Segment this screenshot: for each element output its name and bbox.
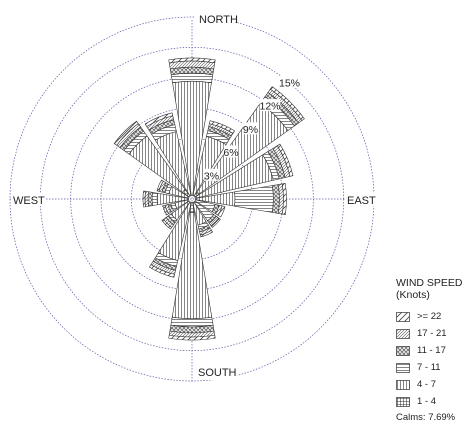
ring-label-bg-5 — [279, 75, 300, 88]
petal-180-class-4 — [170, 316, 214, 328]
petal-247.5-class-1 — [162, 204, 169, 216]
south-label: SOUTH — [198, 367, 237, 379]
legend-label-3: 11 - 17 — [417, 345, 446, 356]
legend-item-3: 11 - 17 — [396, 343, 463, 358]
legend-swatch-3 — [396, 345, 410, 356]
legend-item-5: 4 - 7 — [396, 377, 463, 392]
petal-67.5-class-1 — [276, 143, 294, 177]
petal-112.5-class-1 — [217, 205, 226, 218]
legend: WIND SPEED (Knots) >= 22 17 - 21 11 - 17 7 … — [396, 277, 463, 423]
legend-label-1: >= 22 — [417, 311, 442, 322]
ring-label-bg-1 — [204, 168, 219, 181]
petal-292.5-class-1 — [156, 179, 164, 192]
petal-0-class-4 — [170, 72, 214, 84]
petal-202.5-class-1 — [148, 264, 175, 278]
legend-swatch-1 — [396, 311, 410, 322]
south-label-bg — [195, 365, 237, 380]
legend-swatch-4 — [396, 362, 410, 373]
petal-90-class-1 — [281, 183, 287, 215]
petal-90-class-4 — [234, 185, 274, 213]
ring-label-4: 12% — [259, 101, 280, 113]
legend-title-line2: (Knots) — [396, 289, 430, 301]
calms-label: Calms: 7.69% — [396, 412, 456, 423]
legend-rows: >= 22 17 - 21 11 - 17 7 - 11 4 - 7 1 - 4 — [396, 309, 463, 409]
petal-0-class-1 — [168, 57, 216, 64]
legend-swatch-2 — [396, 328, 410, 339]
legend-swatch-5 — [396, 379, 410, 390]
legend-item-2: 17 - 21 — [396, 326, 463, 341]
petal-270-class-1 — [142, 190, 146, 208]
petal-270-class-4 — [151, 192, 158, 206]
legend-label-6: 1 - 4 — [417, 396, 437, 407]
west-label-bg — [11, 193, 45, 206]
ring-label-bg-3 — [243, 122, 258, 135]
legend-label-2: 17 - 21 — [417, 328, 447, 339]
east-label: EAST — [347, 195, 376, 207]
ring-label-5: 15% — [279, 77, 300, 89]
ring-label-bg-4 — [259, 99, 281, 112]
petal-180-class-1 — [168, 334, 216, 341]
north-label-bg — [195, 11, 235, 26]
ring-label-2: 6% — [223, 147, 238, 159]
legend-item-1: >= 22 — [396, 309, 463, 324]
ring-label-3: 9% — [243, 124, 258, 136]
legend-item-6: 1 - 4 — [396, 394, 463, 409]
petal-225-class-1 — [161, 218, 173, 230]
petal-22.5-class-1 — [209, 120, 236, 134]
legend-item-4: 7 - 11 — [396, 360, 463, 375]
legend-label-5: 4 - 7 — [417, 379, 437, 390]
ring-label-bg-2 — [223, 145, 239, 158]
petal-315-class-1 — [113, 120, 139, 146]
petal-45-class-1 — [269, 86, 305, 122]
petal-157.5-class-1 — [199, 229, 214, 238]
legend-swatch-6 — [396, 396, 410, 407]
petal-90-class-3 — [271, 184, 280, 214]
petal-337.5-class-1 — [144, 112, 174, 127]
east-label-bg — [345, 193, 376, 206]
ring-label-1: 3% — [204, 170, 219, 182]
west-label: WEST — [13, 195, 45, 207]
legend-label-4: 7 - 11 — [417, 362, 441, 373]
petal-270-class-3 — [147, 191, 153, 207]
legend-title-line1: WIND SPEED — [396, 277, 463, 289]
petal-135-class-1 — [210, 217, 221, 228]
north-label: NORTH — [199, 14, 238, 26]
